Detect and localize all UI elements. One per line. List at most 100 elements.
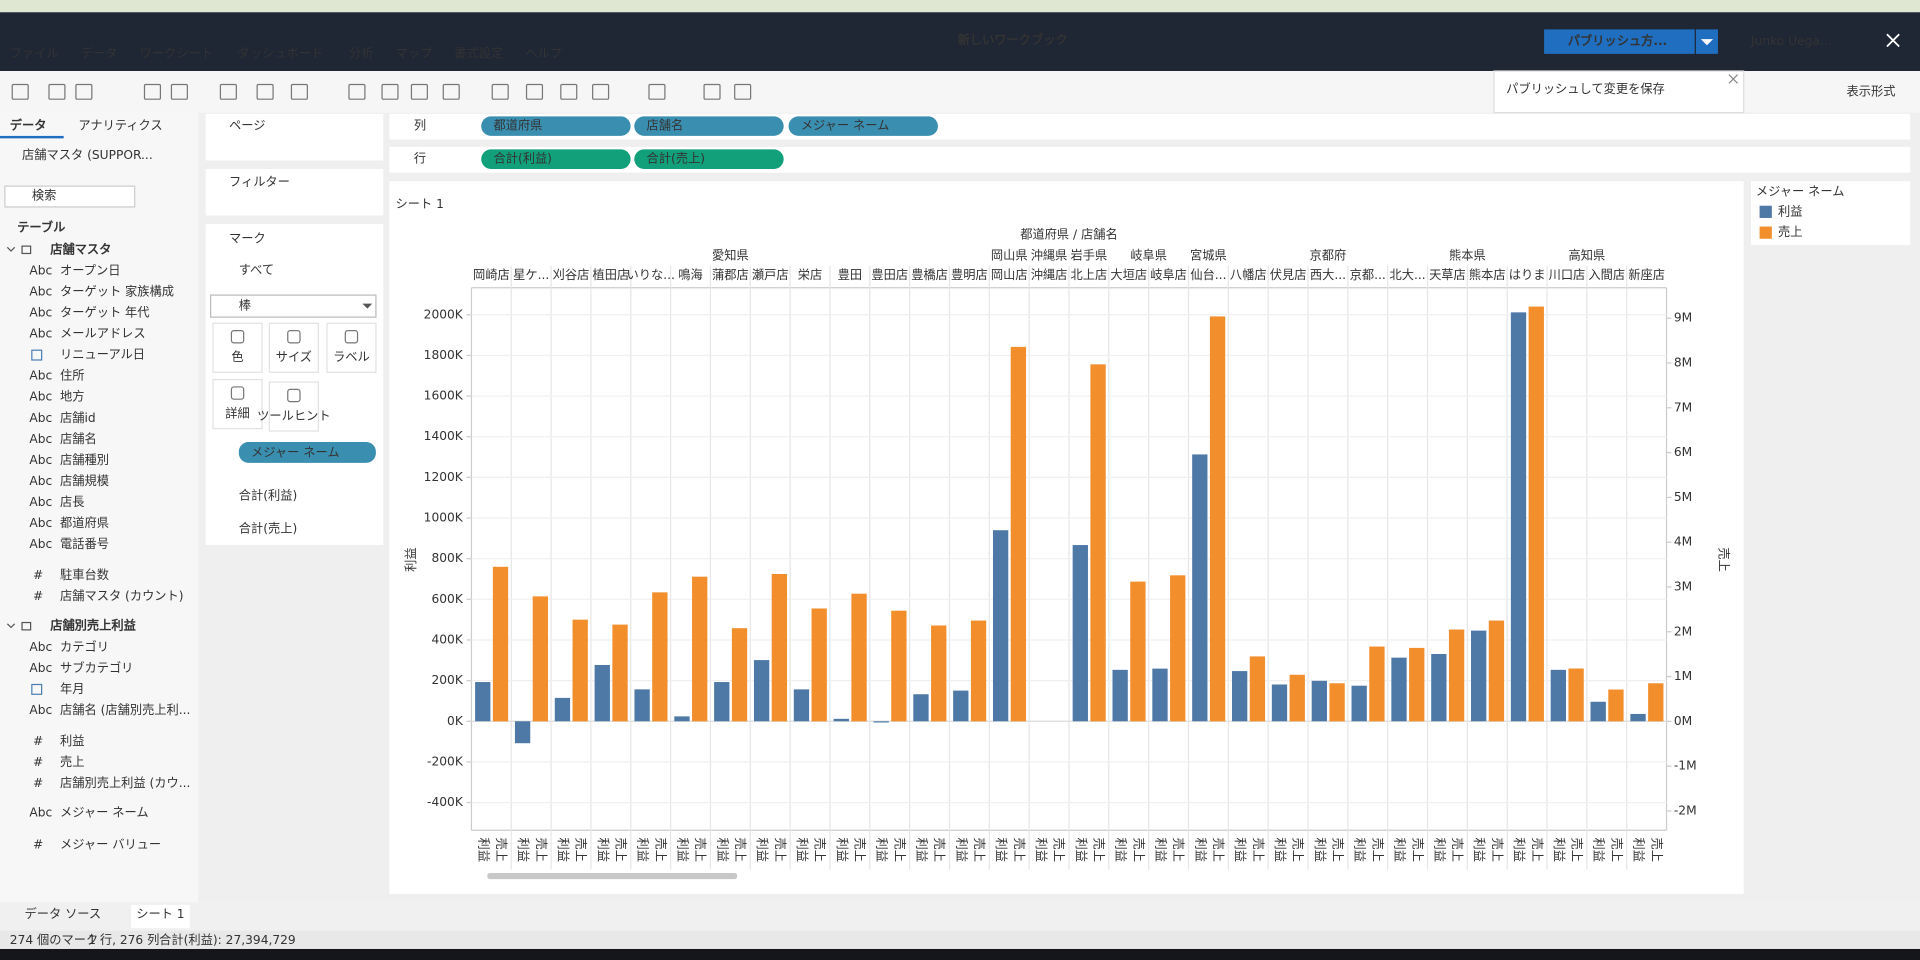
bar[interactable]: [1528, 306, 1544, 722]
bar[interactable]: [833, 718, 849, 722]
show-me[interactable]: 表示形式: [1847, 84, 1896, 98]
toolbar-icon[interactable]: [290, 83, 308, 100]
column-pill[interactable]: [481, 116, 631, 136]
mark-button[interactable]: [326, 322, 377, 373]
tooltip-close[interactable]: [1728, 74, 1738, 84]
table-name[interactable]: 店舗マスタ: [50, 241, 111, 256]
menu-item[interactable]: 書式設定: [454, 45, 503, 60]
column-pill[interactable]: [634, 116, 784, 136]
bar[interactable]: [1112, 669, 1128, 722]
bar[interactable]: [1409, 647, 1425, 722]
bar[interactable]: [731, 628, 748, 722]
row-pill[interactable]: [634, 149, 784, 169]
bar[interactable]: [1648, 683, 1664, 722]
active-tab[interactable]: [131, 904, 190, 929]
bar[interactable]: [554, 697, 571, 722]
toolbar-icon[interactable]: [381, 83, 399, 100]
menu-item[interactable]: ダッシュボード: [238, 45, 324, 60]
toolbar-icon[interactable]: [703, 83, 721, 100]
toolbar-icon[interactable]: [256, 83, 274, 100]
bar[interactable]: [1351, 685, 1367, 722]
toolbar-icon[interactable]: [442, 83, 460, 100]
bar[interactable]: [1630, 713, 1646, 722]
bar[interactable]: [931, 625, 947, 722]
field[interactable]: メジャー バリュー: [60, 837, 161, 851]
toolbar-icon[interactable]: [170, 83, 188, 100]
search-placeholder[interactable]: 検索: [32, 188, 56, 202]
bar[interactable]: [851, 593, 867, 722]
mark-button-label[interactable]: ツールヒント: [257, 409, 330, 423]
bar[interactable]: [532, 596, 548, 722]
bar[interactable]: [475, 682, 491, 722]
bar[interactable]: [1431, 653, 1447, 722]
bar[interactable]: [674, 716, 690, 722]
user-name[interactable]: Junko Uega...: [1750, 34, 1832, 48]
field[interactable]: 住所: [60, 369, 84, 383]
bar[interactable]: [572, 619, 588, 722]
toolbar-icon[interactable]: [560, 83, 578, 100]
toolbar-icon[interactable]: [75, 83, 93, 100]
bar[interactable]: [1170, 575, 1186, 722]
bar[interactable]: [1488, 620, 1505, 722]
field[interactable]: 年月: [60, 682, 84, 696]
bar[interactable]: [1608, 689, 1624, 722]
bar[interactable]: [992, 530, 1009, 722]
mark-button[interactable]: [212, 322, 263, 373]
mark-type[interactable]: 棒: [239, 299, 251, 313]
bar[interactable]: [1550, 669, 1566, 722]
toolbar-icon[interactable]: [219, 83, 237, 100]
mark-button[interactable]: [268, 322, 319, 373]
bar[interactable]: [891, 610, 907, 722]
bar[interactable]: [1568, 668, 1584, 722]
mark-button[interactable]: [268, 381, 319, 432]
bar[interactable]: [1369, 646, 1385, 722]
legend-label[interactable]: 売上: [1778, 224, 1802, 239]
bar[interactable]: [1329, 683, 1345, 722]
toolbar-icon[interactable]: [648, 83, 666, 100]
bar[interactable]: [514, 721, 531, 744]
data-source[interactable]: 店舗マスタ (SUPPOR...: [22, 148, 153, 162]
field[interactable]: 店舗名 (店舗別売上利...: [60, 702, 190, 717]
bar[interactable]: [594, 664, 610, 722]
bar[interactable]: [1271, 684, 1288, 722]
field[interactable]: 利益: [60, 734, 84, 748]
bar[interactable]: [1391, 657, 1407, 722]
bar[interactable]: [1130, 581, 1146, 722]
mark-type-dropdown[interactable]: [210, 294, 377, 318]
bar[interactable]: [913, 694, 929, 722]
menu-item[interactable]: 分析: [349, 46, 373, 60]
publish-label[interactable]: パブリッシュ方...: [1568, 33, 1668, 48]
field[interactable]: ターゲット 家族構成: [60, 283, 174, 298]
menu-item[interactable]: ヘルプ: [525, 46, 562, 60]
field[interactable]: 店舗id: [60, 411, 96, 425]
field[interactable]: メールアドレス: [60, 327, 146, 341]
close-button[interactable]: [1886, 33, 1900, 48]
bar[interactable]: [1090, 364, 1106, 722]
bar[interactable]: [953, 690, 969, 722]
bar[interactable]: [492, 566, 509, 722]
toolbar-icon[interactable]: [11, 83, 29, 100]
row-pill[interactable]: [481, 149, 631, 169]
field[interactable]: 店舗マスタ (カウント): [60, 589, 184, 603]
bar[interactable]: [793, 689, 810, 722]
field[interactable]: 店舗別売上利益 (カウ...: [60, 775, 190, 790]
mark-button-label[interactable]: ラベル: [333, 350, 370, 364]
pane-tab[interactable]: データ: [10, 118, 47, 133]
bar[interactable]: [1072, 545, 1088, 722]
toolbar-icon[interactable]: [491, 83, 509, 100]
menu-item[interactable]: データ: [81, 45, 118, 60]
legend-label[interactable]: 利益: [1778, 204, 1802, 218]
bar[interactable]: [1249, 656, 1266, 722]
bar[interactable]: [753, 660, 770, 722]
sheet-tab[interactable]: シート 1: [136, 907, 184, 921]
field[interactable]: カテゴリ: [60, 639, 109, 654]
toolbar-icon[interactable]: [143, 83, 162, 100]
field[interactable]: メジャー ネーム: [60, 806, 149, 820]
field[interactable]: サブカテゴリ: [60, 660, 133, 675]
pill[interactable]: [238, 442, 376, 463]
field[interactable]: 地方: [60, 389, 84, 404]
bar[interactable]: [1232, 671, 1248, 722]
legend-swatch[interactable]: [1759, 205, 1772, 218]
bar[interactable]: [714, 682, 730, 722]
bar[interactable]: [1448, 629, 1465, 722]
